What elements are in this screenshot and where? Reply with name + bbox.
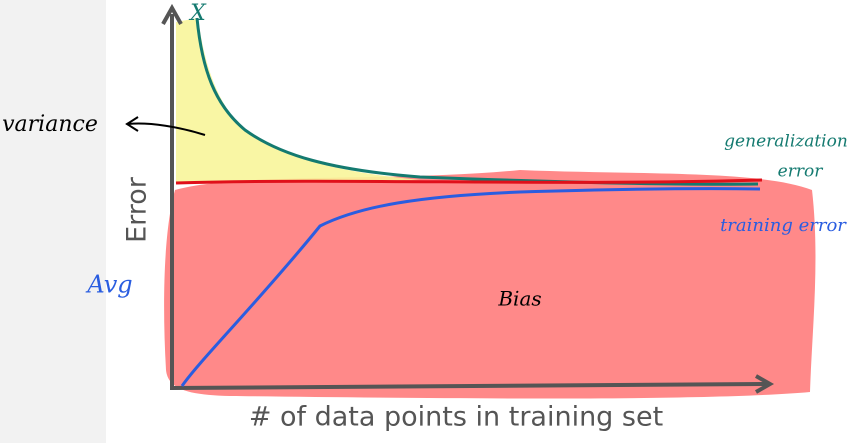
training-label: training error: [720, 215, 847, 236]
generalization-label: generalization: [724, 132, 848, 152]
training-curve: [180, 187, 761, 387]
top-mark: X: [188, 1, 207, 26]
x-axis: [171, 382, 769, 390]
bias-label: Bias: [497, 287, 541, 311]
x-arrow: [755, 374, 775, 394]
variance-arrow: [125, 116, 206, 136]
generalization-curve: [195, 17, 759, 186]
generalization-label: error: [778, 162, 824, 182]
avg-label: Avg: [85, 271, 132, 299]
bias-region: [164, 170, 816, 399]
y-axis-label: Error: [122, 176, 153, 243]
y-arrow: [161, 3, 183, 25]
average-line: [175, 178, 763, 185]
side-strip: [0, 0, 106, 443]
x-axis-label: # of data points in training set: [249, 402, 663, 433]
variance-region: [176, 18, 420, 184]
variance-label: variance: [2, 112, 98, 137]
